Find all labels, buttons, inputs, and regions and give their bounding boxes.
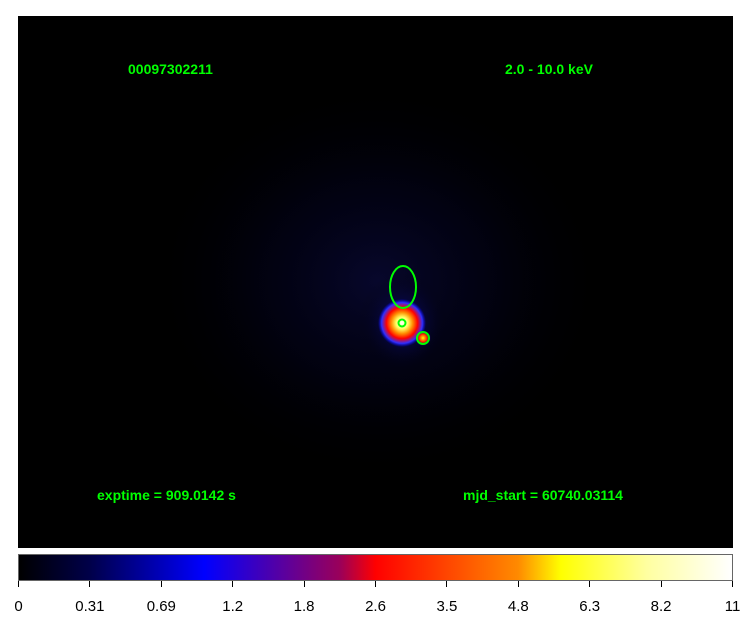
image-canvas bbox=[148, 81, 608, 481]
colorbar-tick bbox=[160, 581, 162, 587]
colorbar bbox=[18, 554, 733, 581]
background-diffuse bbox=[148, 81, 608, 481]
colorbar-tick-label: 0 bbox=[14, 598, 23, 615]
energy-band-label: 2.0 - 10.0 keV bbox=[505, 61, 593, 77]
region-circle bbox=[416, 331, 430, 345]
colorbar-tick bbox=[446, 581, 448, 587]
bright-source bbox=[378, 299, 426, 347]
colorbar-tick-label: 1.8 bbox=[293, 598, 315, 615]
exptime-label: exptime = 909.0142 s bbox=[97, 487, 236, 503]
colorbar-tick bbox=[660, 581, 662, 587]
xray-image: 00097302211 2.0 - 10.0 keV exptime = 909… bbox=[18, 16, 733, 548]
colorbar-tick bbox=[303, 581, 305, 587]
colorbar-tick-label: 1.2 bbox=[222, 598, 244, 615]
colorbar-tick bbox=[517, 581, 519, 587]
obsid-label: 00097302211 bbox=[128, 61, 213, 77]
colorbar-tick-label: 8.2 bbox=[650, 598, 672, 615]
colorbar-tick bbox=[375, 581, 376, 587]
colorbar-tick-label: 11 bbox=[724, 598, 741, 615]
colorbar-tick bbox=[589, 581, 591, 587]
colorbar-tick-label: 3.5 bbox=[436, 598, 458, 615]
colorbar-tick-label: 2.6 bbox=[365, 598, 386, 615]
colorbar-tick bbox=[232, 581, 234, 587]
colorbar-tick-label: 6.3 bbox=[579, 598, 601, 615]
colorbar-tick-label: 4.8 bbox=[507, 598, 529, 615]
mjd-start-label: mjd_start = 60740.03114 bbox=[463, 487, 623, 503]
region-ellipse bbox=[389, 265, 417, 309]
colorbar-tick bbox=[18, 581, 19, 587]
region-circle-small bbox=[397, 318, 407, 328]
colorbar-tick bbox=[89, 581, 91, 587]
colorbar-tick bbox=[732, 581, 733, 587]
colorbar-tick-label: 0.31 bbox=[75, 598, 105, 615]
colorbar-tick-label: 0.69 bbox=[146, 598, 176, 615]
